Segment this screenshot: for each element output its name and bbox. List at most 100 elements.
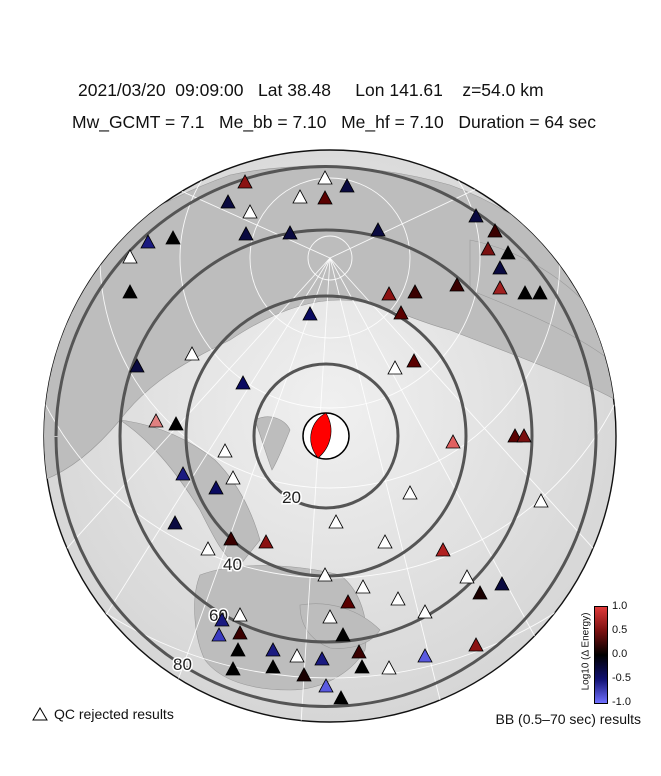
qc-rejected-station-marker — [459, 569, 475, 584]
qc-rejected-station-marker — [289, 648, 305, 663]
station-marker — [472, 585, 488, 600]
event-info-line: 2021/03/20 09:09:00 Lat 38.48 Lon 141.61… — [78, 80, 544, 100]
station-marker — [445, 434, 461, 449]
station-marker — [302, 306, 318, 321]
station-marker — [220, 194, 236, 209]
qc-rejected-station-marker — [184, 346, 200, 361]
station-marker — [417, 648, 433, 663]
colorbar-tick: 0.0 — [612, 648, 628, 660]
station-marker — [167, 515, 183, 530]
station-marker — [468, 637, 484, 652]
colorbar-tick: 0.5 — [612, 624, 628, 636]
qc-rejected-label: QC rejected results — [54, 706, 174, 722]
station-marker — [335, 627, 351, 642]
station-marker — [265, 659, 281, 674]
qc-rejected-station-marker — [377, 534, 393, 549]
station-marker — [237, 174, 253, 189]
distance-ring-80 — [54, 165, 598, 708]
station-marker — [480, 241, 496, 256]
station-marker — [140, 234, 156, 249]
colorbar-gradient — [594, 606, 608, 704]
station-marker — [516, 428, 532, 443]
station-marker — [223, 531, 239, 546]
open-triangle-icon — [32, 707, 48, 721]
energy-colorbar: 1.0 0.5 0.0 -0.5 -1.0 Log10 (Δ Energy) — [574, 600, 654, 708]
station-marker — [487, 223, 503, 238]
qc-rejected-station-marker — [200, 541, 216, 556]
station-marker — [494, 576, 510, 591]
station-marker — [318, 678, 334, 693]
ring-label-40: 40 — [223, 555, 242, 574]
qc-rejected-station-marker — [381, 660, 397, 675]
ring-label-80: 80 — [173, 655, 192, 674]
station-marker — [407, 284, 423, 299]
colorbar-tick: 1.0 — [612, 600, 628, 612]
colorbar-label: Log10 (Δ Energy) — [580, 612, 592, 691]
distance-ring-20 — [252, 362, 400, 510]
station-marker — [208, 480, 224, 495]
station-marker — [122, 284, 138, 299]
station-marker — [333, 690, 349, 705]
qc-rejected-station-marker — [292, 189, 308, 204]
focal-mechanism-beachball — [302, 412, 350, 460]
station-marker — [265, 642, 281, 657]
qc-rejected-station-marker — [242, 204, 258, 219]
station-marker — [517, 285, 533, 300]
station-marker — [230, 642, 246, 657]
qc-rejected-station-marker — [390, 591, 406, 606]
magnitude-info-line: Mw_GCMT = 7.1 Me_bb = 7.10 Me_hf = 7.10 … — [72, 112, 596, 132]
qc-rejected-station-marker — [317, 170, 333, 185]
station-marker — [214, 612, 230, 627]
station-marker — [492, 280, 508, 295]
station-marker — [435, 542, 451, 557]
colorbar-tick: -0.5 — [612, 672, 631, 684]
qc-rejected-station-marker — [328, 514, 344, 529]
distance-ring-60 — [118, 228, 534, 644]
station-marker — [258, 534, 274, 549]
station-marker — [296, 667, 312, 682]
qc-rejected-station-marker — [122, 249, 138, 264]
colorbar-tick: -1.0 — [612, 696, 631, 708]
qc-rejected-station-marker — [355, 579, 371, 594]
station-marker — [351, 644, 367, 659]
station-marker — [211, 627, 227, 642]
bb-results-label: BB (0.5–70 sec) results — [495, 711, 641, 727]
qc-rejected-legend: QC rejected results — [32, 706, 174, 722]
station-marker — [317, 190, 333, 205]
station-marker — [532, 285, 548, 300]
station-marker — [393, 305, 409, 320]
qc-rejected-station-marker — [533, 493, 549, 508]
stations — [122, 170, 549, 705]
station-marker — [354, 659, 370, 674]
station-marker — [168, 416, 184, 431]
station-marker — [165, 230, 181, 245]
station-marker — [225, 661, 241, 676]
qc-rejected-station-marker — [217, 443, 233, 458]
station-marker — [282, 225, 298, 240]
station-marker — [340, 594, 356, 609]
station-marker — [175, 466, 191, 481]
qc-rejected-station-marker — [402, 485, 418, 500]
station-marker — [232, 625, 248, 640]
qc-rejected-station-marker — [322, 609, 338, 624]
station-marker — [129, 358, 145, 373]
qc-rejected-station-marker — [225, 470, 241, 485]
station-marker — [449, 277, 465, 292]
qc-rejected-station-marker — [232, 607, 248, 622]
station-marker — [235, 375, 251, 390]
station-marker — [339, 178, 355, 193]
station-marker — [381, 286, 397, 301]
station-marker — [492, 260, 508, 275]
station-marker — [370, 222, 386, 237]
qc-rejected-station-marker — [417, 604, 433, 619]
station-marker — [468, 208, 484, 223]
station-marker — [406, 353, 422, 368]
station-marker — [314, 651, 330, 666]
station-marker — [148, 413, 164, 428]
qc-rejected-station-marker — [387, 360, 403, 375]
station-marker — [238, 226, 254, 241]
qc-rejected-station-marker — [317, 567, 333, 582]
station-marker — [500, 245, 516, 260]
ring-label-20: 20 — [282, 488, 301, 507]
